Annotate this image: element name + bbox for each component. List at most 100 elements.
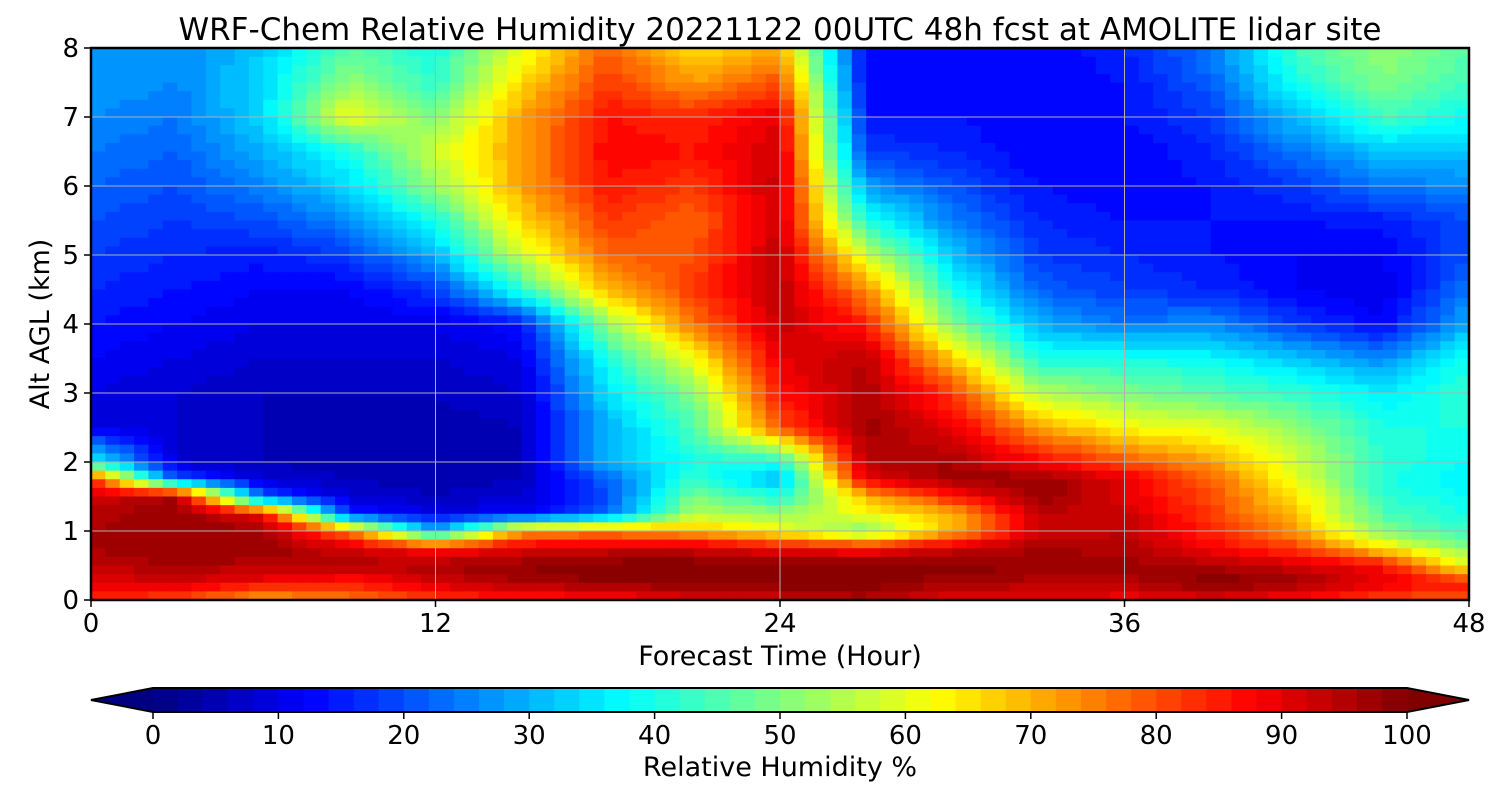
heatmap-cell	[1024, 134, 1039, 144]
heatmap-cell	[736, 427, 752, 437]
heatmap-cell	[263, 263, 279, 273]
heatmap-cell	[693, 418, 709, 429]
heatmap-cell	[1009, 48, 1025, 58]
heatmap-cell	[105, 401, 121, 411]
heatmap-cell	[622, 220, 638, 230]
heatmap-cell	[449, 65, 465, 75]
heatmap-cell	[306, 229, 322, 239]
heatmap-cell	[435, 246, 451, 256]
heatmap-cell	[406, 315, 422, 325]
heatmap-cell	[91, 324, 106, 334]
heatmap-cell	[119, 418, 135, 429]
heatmap-cell	[894, 332, 910, 342]
heatmap-cell	[1397, 487, 1413, 498]
heatmap-cell	[521, 272, 537, 282]
heatmap-cell	[1181, 462, 1197, 472]
heatmap-cell	[1397, 220, 1413, 230]
heatmap-cell	[177, 393, 193, 403]
heatmap-cell	[866, 194, 882, 204]
heatmap-cell	[464, 177, 480, 187]
heatmap-cell	[392, 48, 408, 58]
heatmap-cell	[1382, 194, 1398, 204]
heatmap-cell	[1153, 272, 1169, 282]
heatmap-cell	[1440, 160, 1456, 170]
heatmap-cell	[1153, 255, 1169, 265]
heatmap-cell	[320, 56, 336, 66]
heatmap-cell	[923, 470, 939, 480]
heatmap-cell	[1354, 358, 1370, 368]
heatmap-cell	[1024, 436, 1039, 446]
heatmap-cell	[449, 177, 465, 187]
heatmap-cell	[248, 280, 264, 291]
heatmap-cell	[1354, 246, 1370, 256]
heatmap-cell	[320, 194, 336, 204]
heatmap-cell	[1167, 160, 1183, 170]
heatmap-cell	[1296, 367, 1312, 377]
heatmap-cell	[134, 194, 150, 204]
heatmap-cell	[650, 194, 666, 204]
heatmap-cell	[91, 229, 106, 239]
heatmap-cell	[622, 56, 638, 66]
heatmap-cell	[1153, 332, 1169, 342]
heatmap-cell	[851, 255, 867, 265]
heatmap-cell	[937, 48, 953, 58]
heatmap-cell	[1167, 73, 1183, 84]
heatmap-cell	[492, 82, 508, 92]
heatmap-cell	[909, 487, 925, 498]
heatmap-cell	[722, 436, 738, 446]
heatmap-cell	[880, 117, 896, 127]
heatmap-cell	[880, 56, 896, 66]
heatmap-cell	[91, 194, 106, 204]
heatmap-cell	[866, 306, 882, 316]
heatmap-cell	[665, 462, 681, 472]
heatmap-cell	[119, 315, 135, 325]
heatmap-cell	[837, 142, 853, 153]
heatmap-cell	[119, 341, 135, 351]
heatmap-cell	[406, 99, 422, 109]
heatmap-cell	[1325, 82, 1341, 92]
heatmap-cell	[693, 134, 709, 144]
heatmap-cell	[335, 358, 350, 368]
heatmap-cell	[851, 211, 867, 222]
heatmap-cell	[1052, 444, 1068, 454]
heatmap-cell	[220, 194, 236, 204]
heatmap-cell	[521, 444, 537, 454]
heatmap-cell	[478, 272, 494, 282]
heatmap-cell	[277, 108, 293, 118]
heatmap-cell	[1081, 237, 1097, 247]
heatmap-cell	[177, 203, 193, 213]
heatmap-cell	[191, 436, 207, 446]
heatmap-cell	[492, 436, 508, 446]
heatmap-cell	[521, 479, 537, 489]
heatmap-cell	[1110, 410, 1126, 420]
heatmap-cell	[622, 263, 638, 273]
heatmap-cell	[449, 134, 465, 144]
heatmap-cell	[421, 142, 437, 153]
heatmap-cell	[579, 194, 594, 204]
heatmap-cell	[765, 462, 781, 472]
heatmap-cell	[1296, 73, 1312, 84]
heatmap-cell	[1024, 160, 1039, 170]
heatmap-cell	[220, 142, 236, 153]
heatmap-cell	[751, 56, 767, 66]
heatmap-cell	[105, 255, 121, 265]
heatmap-cell	[636, 263, 652, 273]
heatmap-cell	[1282, 272, 1298, 282]
heatmap-cell	[665, 401, 681, 411]
heatmap-cell	[1181, 298, 1197, 308]
heatmap-cell	[492, 280, 508, 291]
heatmap-cell	[1268, 160, 1283, 170]
heatmap-cell	[205, 453, 221, 463]
heatmap-cell	[564, 487, 580, 498]
heatmap-cell	[851, 332, 867, 342]
heatmap-cell	[421, 151, 437, 161]
heatmap-cell	[492, 401, 508, 411]
heatmap-cell	[966, 462, 982, 472]
heatmap-cell	[1411, 142, 1427, 153]
heatmap-cell	[1282, 82, 1298, 92]
heatmap-cell	[995, 91, 1011, 101]
heatmap-cell	[492, 349, 508, 360]
heatmap-cell	[722, 186, 738, 196]
heatmap-cell	[1296, 341, 1312, 351]
heatmap-cell	[464, 315, 480, 325]
